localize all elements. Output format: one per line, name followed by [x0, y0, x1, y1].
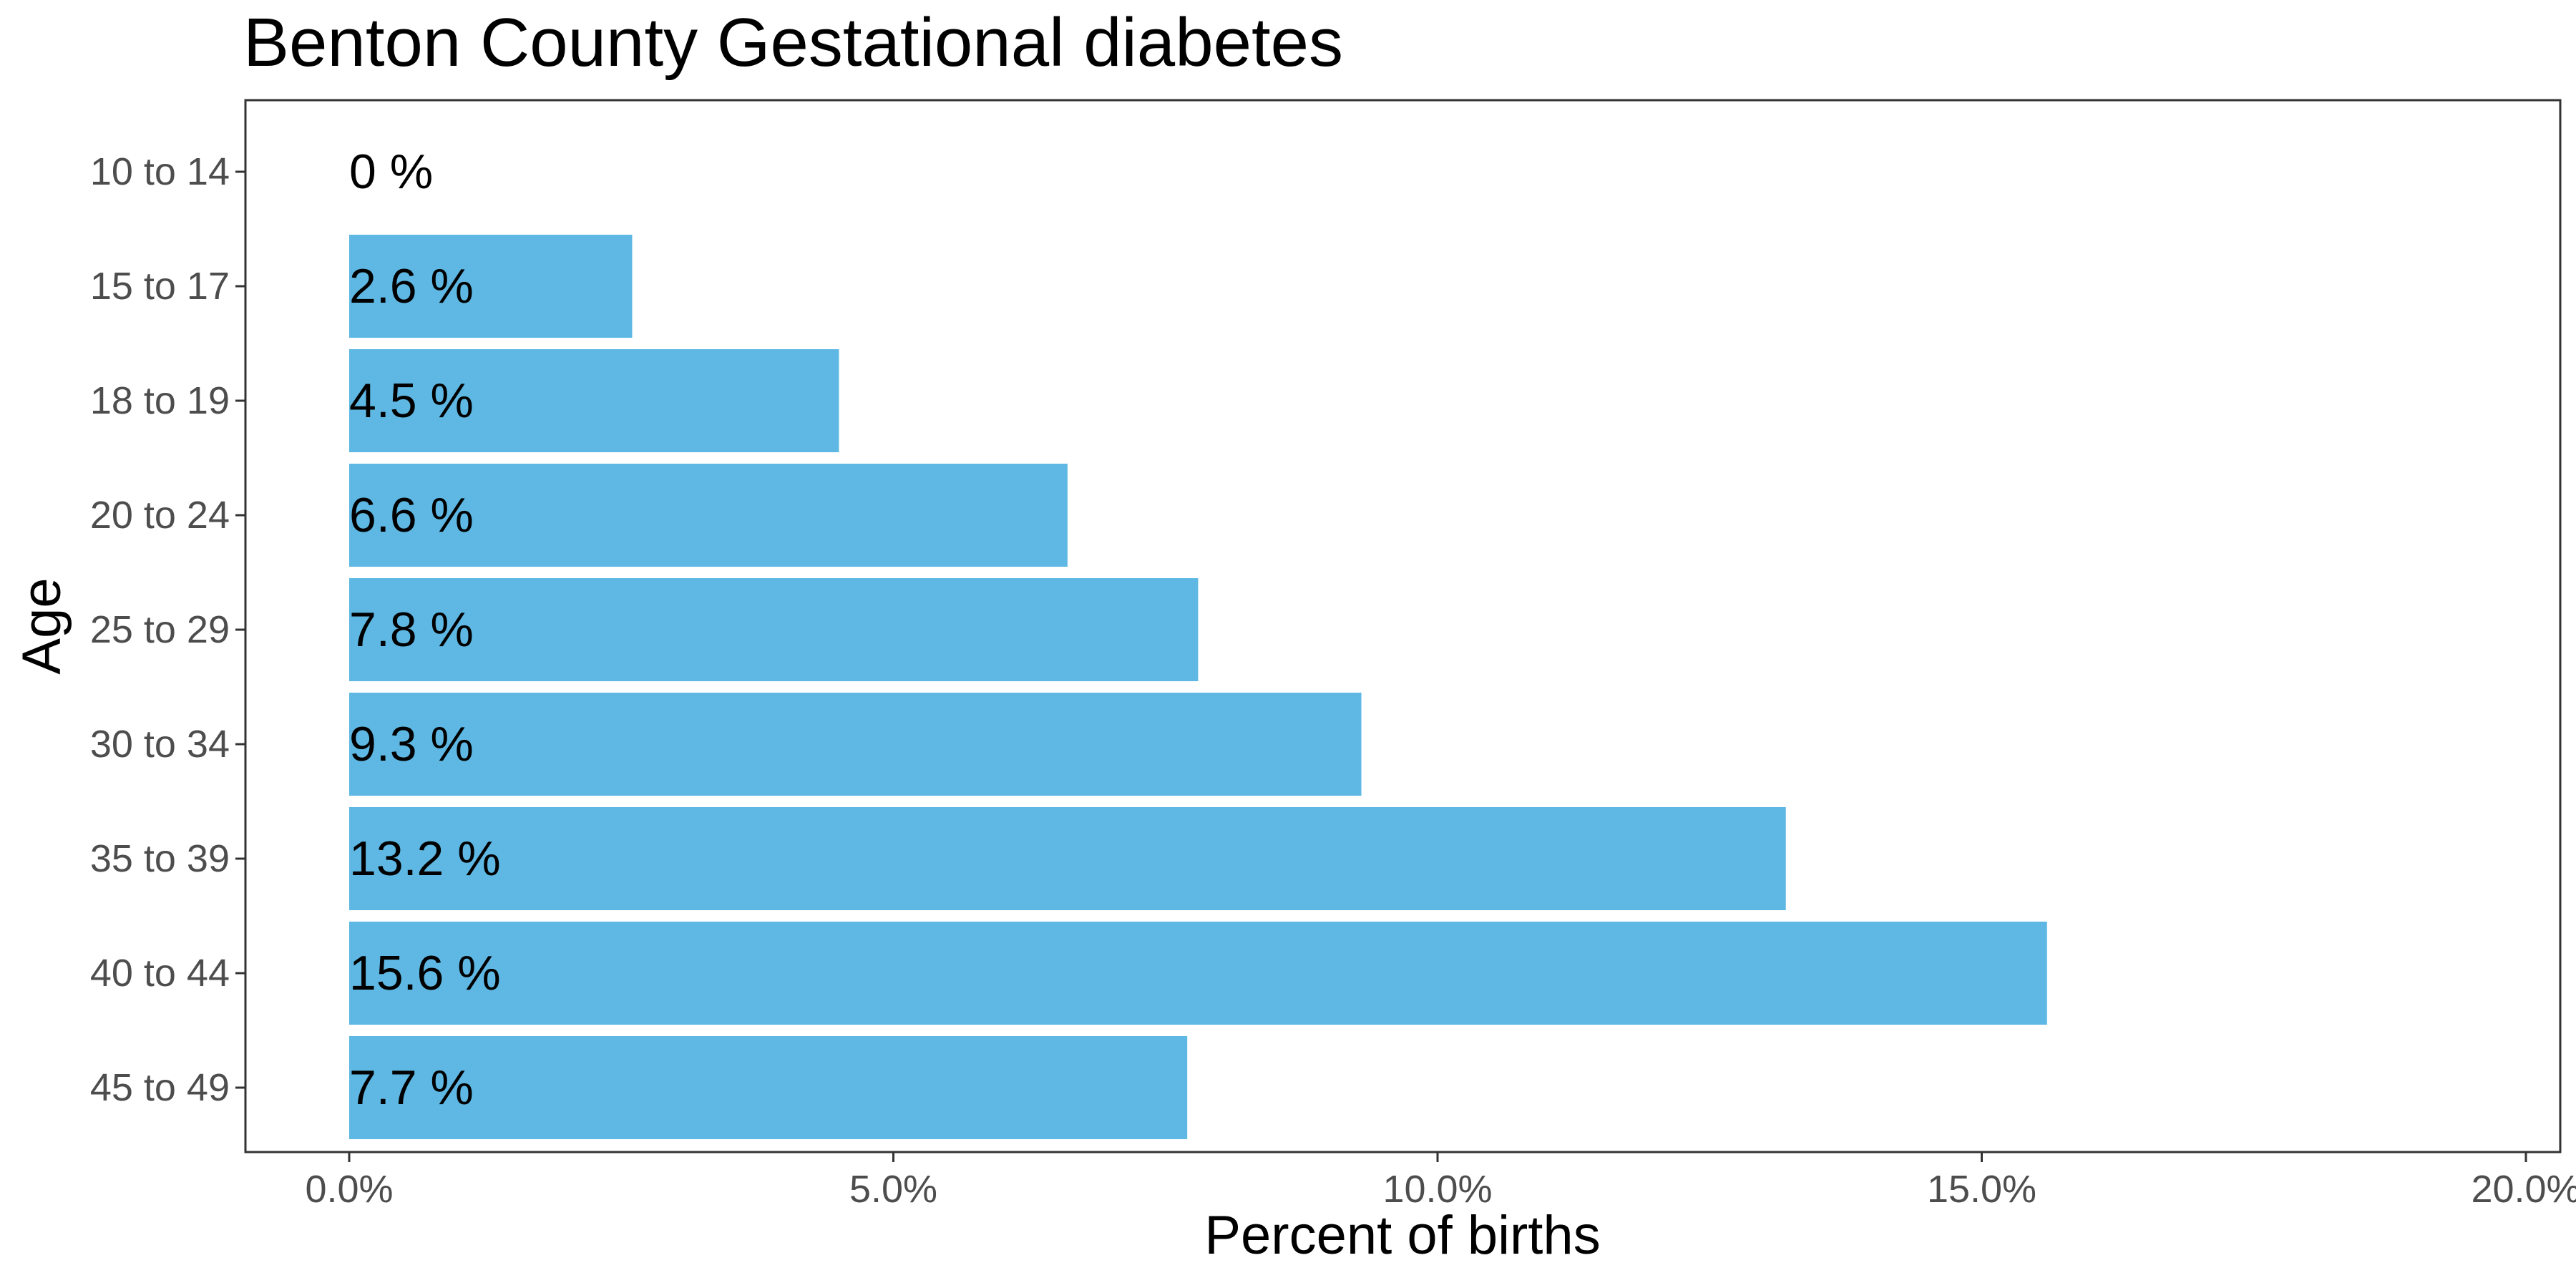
data-labels-layer: 0 % 2.6 % 4.5 % 6.6 % 7.8 % 9.3 % 13.2 % 15.6 %… — [349, 145, 501, 1115]
x-tick-label: 5.0% — [849, 1168, 937, 1211]
y-axis: 10 to 14 15 to 17 18 to 19 20 to 24 25 to 29… — [90, 150, 245, 1109]
data-label: 6.6 % — [349, 488, 474, 542]
chart-title: Benton County Gestational diabetes — [243, 4, 1343, 81]
y-tick-label: 15 to 17 — [90, 265, 230, 308]
plot-panel — [244, 99, 2562, 1153]
y-tick-label: 20 to 24 — [90, 494, 230, 537]
data-label: 2.6 % — [349, 259, 474, 313]
y-tick-label: 18 to 19 — [90, 379, 230, 422]
data-label: 4.5 % — [349, 374, 474, 428]
bars-layer — [349, 235, 2047, 1139]
x-tick-label: 15.0% — [1927, 1168, 2036, 1211]
y-tick-label: 10 to 14 — [90, 150, 230, 193]
y-tick-label: 25 to 29 — [90, 608, 230, 651]
bar — [349, 349, 839, 452]
y-tick-label: 35 to 39 — [90, 837, 230, 880]
data-label: 15.6 % — [349, 946, 501, 1000]
y-axis-title: Age — [11, 577, 72, 674]
x-tick-label: 10.0% — [1382, 1168, 1492, 1211]
bar — [349, 235, 633, 338]
y-tick-label: 45 to 49 — [90, 1066, 230, 1109]
bar — [349, 464, 1068, 567]
x-axis: 0.0% 5.0% 10.0% 15.0% 20.0% — [305, 1152, 2576, 1211]
bar — [349, 1036, 1188, 1139]
data-label: 7.8 % — [349, 602, 474, 657]
data-label: 0 % — [349, 145, 433, 199]
x-axis-title: Percent of births — [1204, 1205, 1600, 1266]
data-label: 9.3 % — [349, 717, 474, 771]
x-tick-label: 0.0% — [305, 1168, 393, 1211]
bar — [349, 578, 1199, 681]
data-label: 7.7 % — [349, 1060, 474, 1115]
x-tick-label: 20.0% — [2471, 1168, 2576, 1211]
data-label: 13.2 % — [349, 831, 501, 886]
y-tick-label: 40 to 44 — [90, 952, 230, 995]
bar — [349, 807, 1786, 910]
bar — [349, 693, 1362, 796]
y-tick-label: 30 to 34 — [90, 723, 230, 766]
bar — [349, 922, 2047, 1025]
